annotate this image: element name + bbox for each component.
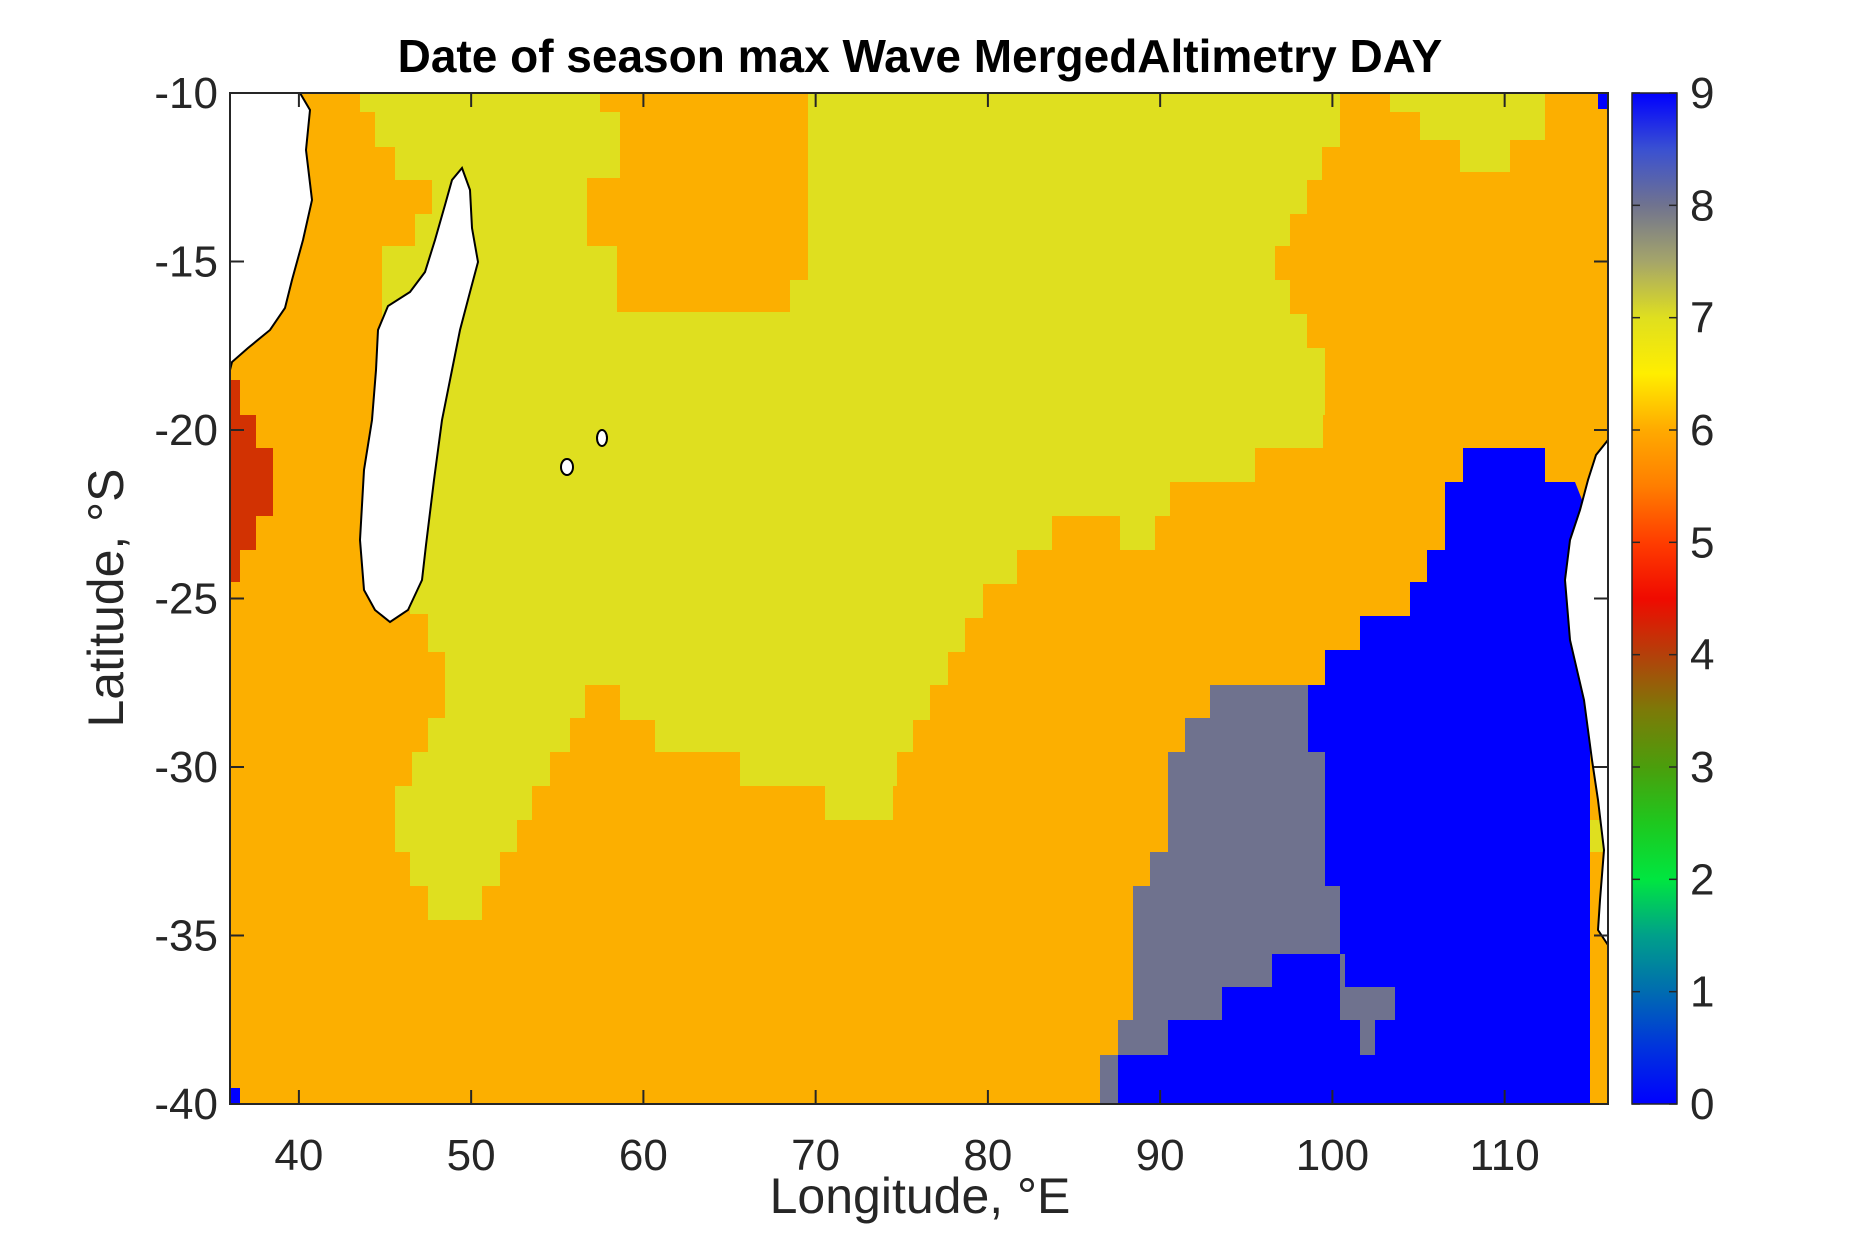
colorbar-tick-label: 9 — [1690, 69, 1714, 118]
x-tick-labels: 40 50 60 70 80 90 100 110 — [274, 1131, 1539, 1180]
y-tick-label: -35 — [154, 912, 218, 961]
land-mauritius — [596, 429, 608, 447]
colorbar-tick-label: 0 — [1690, 1080, 1714, 1129]
x-tick-label: 80 — [963, 1131, 1012, 1180]
region-blue-corner-ne — [1598, 93, 1608, 109]
colorbar-tick-label: 7 — [1690, 294, 1714, 343]
colorbar-tick-label: 8 — [1690, 181, 1714, 230]
colorbar-tick-labels: 0 1 2 3 4 5 6 7 8 9 — [1632, 69, 1714, 1129]
colorbar-gradient — [1632, 93, 1677, 1104]
colorbar-fill — [1632, 93, 1677, 1104]
x-tick-label: 110 — [1470, 1131, 1540, 1180]
x-tick-label: 40 — [274, 1131, 323, 1180]
land-australia — [1563, 438, 1608, 947]
colorbar-tick-label: 5 — [1690, 518, 1714, 567]
region-blue — [1118, 448, 1590, 1104]
x-tick-label: 90 — [1136, 1131, 1185, 1180]
land-madagascar — [358, 166, 480, 624]
region-grey — [1100, 685, 1395, 1104]
region-yellow — [360, 93, 1340, 920]
tick-marks — [230, 92, 1608, 1105]
colorbar-tick-label: 4 — [1690, 631, 1714, 680]
y-tick-label: -10 — [154, 69, 218, 118]
y-axis-label: Latitude, °S — [78, 468, 134, 727]
colorbar-tick-label: 2 — [1690, 855, 1714, 904]
colorbar-frame — [1631, 92, 1678, 1105]
land-africa — [230, 93, 314, 371]
region-yellow-ne — [1390, 93, 1545, 172]
y-tick-label: -25 — [154, 575, 218, 624]
x-tick-label: 50 — [447, 1131, 496, 1180]
land-reunion — [560, 458, 574, 476]
map-area — [229, 92, 1609, 1105]
x-tick-label: 70 — [791, 1131, 840, 1180]
y-tick-labels: -10 -15 -20 -25 -30 -35 -40 — [154, 69, 218, 1129]
colorbar: 0 1 2 3 4 5 6 7 8 9 — [1631, 69, 1714, 1129]
colorbar-tick-label: 1 — [1690, 968, 1714, 1017]
x-axis-label: Longitude, °E — [770, 1168, 1071, 1224]
y-tick-label: -30 — [154, 743, 218, 792]
x-tick-label: 100 — [1296, 1131, 1369, 1180]
y-tick-label: -15 — [154, 238, 218, 287]
y-tick-label: -20 — [154, 406, 218, 455]
colorbar-tick-label: 3 — [1690, 743, 1714, 792]
chart-title: Date of season max Wave MergedAltimetry … — [398, 30, 1443, 82]
y-tick-label: -40 — [154, 1080, 218, 1129]
x-tick-label: 60 — [619, 1131, 668, 1180]
colorbar-tick-label: 6 — [1690, 406, 1714, 455]
region-blue-corner-sw — [230, 1088, 240, 1104]
